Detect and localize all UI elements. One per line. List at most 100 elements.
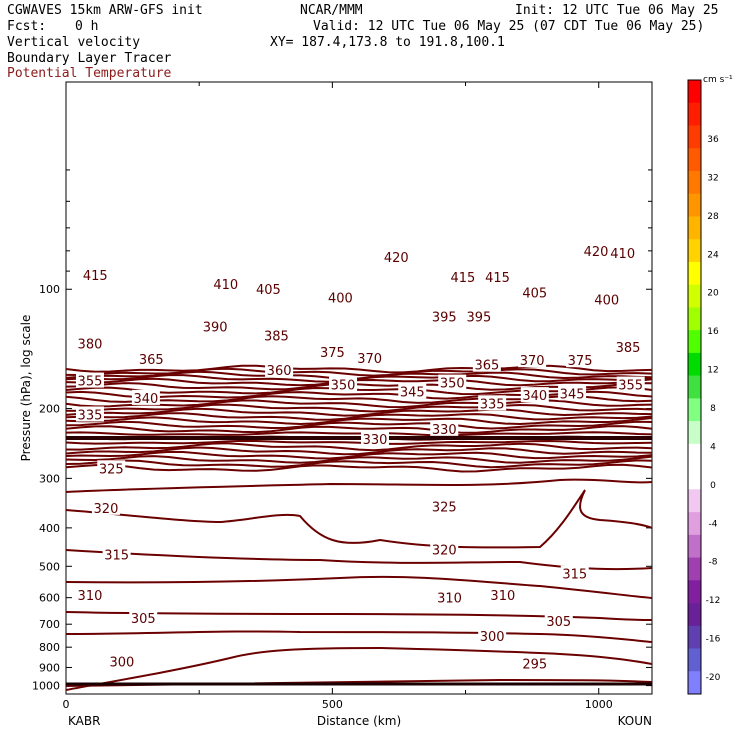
contour-label-bg xyxy=(430,498,459,514)
contour-label-bg xyxy=(75,406,104,422)
contour-lines xyxy=(65,364,653,691)
contour-label-bg xyxy=(318,344,347,360)
contour-label-bg xyxy=(91,499,120,515)
right-endpoint-label: KOUN xyxy=(618,714,652,728)
contour-label: 405 xyxy=(256,283,281,298)
contour-label: 340 xyxy=(133,392,158,407)
contour-upper-4 xyxy=(65,377,653,387)
colorbar-tick-label: 4 xyxy=(710,442,716,452)
colorbar-tick-label: 12 xyxy=(707,366,718,376)
contour-label-bg xyxy=(616,376,645,392)
y-tick-label-400: 400 xyxy=(39,522,60,535)
colorbar-tick-label: -8 xyxy=(709,558,718,568)
contour-label: 365 xyxy=(474,359,499,374)
contour-label: 370 xyxy=(357,352,382,367)
contour-label-bg xyxy=(464,308,493,324)
contour-label-bg xyxy=(438,374,467,390)
contour-label-bg xyxy=(102,546,131,562)
valid-time: Valid: 12 UTC Tue 06 May 25 (07 CDT Tue … xyxy=(313,19,705,34)
contour-label-bg xyxy=(614,339,643,355)
contour-label: 350 xyxy=(331,379,356,394)
y-tick-label-500: 500 xyxy=(39,560,60,573)
org-label: NCAR/MMM xyxy=(300,3,363,18)
contour-upper-3 xyxy=(65,374,653,383)
contour-label-bg xyxy=(472,356,501,372)
contour-label-bg xyxy=(75,586,104,602)
y-tick-label-300: 300 xyxy=(39,472,60,485)
contour-label: 385 xyxy=(616,341,641,356)
contour-label-bg xyxy=(360,431,389,447)
contour-label: 315 xyxy=(104,549,129,564)
y-tick-label-600: 600 xyxy=(39,592,60,605)
contour-label: 325 xyxy=(432,500,457,515)
colorbar-tick-label: -12 xyxy=(706,596,721,606)
contour-label-bg xyxy=(201,318,230,334)
contour-upper-1 xyxy=(65,367,653,377)
colorbar-cell xyxy=(688,443,701,467)
colorbar-cell xyxy=(688,648,701,672)
contour-label-bg xyxy=(81,266,110,282)
colorbar-tick-label: 28 xyxy=(707,212,719,222)
colorbar-tick-label: 20 xyxy=(707,289,719,299)
contour-label: 360 xyxy=(267,364,292,379)
contour-label: 300 xyxy=(110,656,135,671)
contour-label-bg xyxy=(560,565,589,581)
contour-upper-18 xyxy=(65,439,653,445)
model-title: CGWAVES 15km ARW-GFS init xyxy=(7,3,203,18)
contour-label-bg xyxy=(355,349,384,365)
init-time: Init: 12 UTC Tue 06 May 25 xyxy=(515,3,719,18)
contour-label: 310 xyxy=(490,589,515,604)
colorbar-cell xyxy=(688,352,701,376)
colorbar-cell xyxy=(688,489,701,513)
contour-label: 400 xyxy=(594,293,619,308)
contour-label-bg xyxy=(254,281,283,297)
y-tick-label-200: 200 xyxy=(39,403,60,416)
y-tick-label-100: 100 xyxy=(39,283,60,296)
contour-label: 335 xyxy=(480,397,505,412)
contour-label: 420 xyxy=(384,251,409,266)
contour-label-bg xyxy=(435,589,464,605)
x-tick-label-0: 0 xyxy=(63,698,70,711)
colorbar-tick-label: 0 xyxy=(710,481,716,491)
contour-305 xyxy=(65,630,653,643)
contour-upper-15 xyxy=(65,425,653,434)
contour-upper-7 xyxy=(65,390,653,400)
contour-label: 320 xyxy=(432,543,457,558)
contour-label-bg xyxy=(129,609,158,625)
contour-label-bg xyxy=(448,268,477,284)
contour-upper-23 xyxy=(65,459,653,469)
contour-label: 295 xyxy=(522,658,547,673)
colorbar-cell xyxy=(688,580,701,604)
colorbar-cell xyxy=(688,307,701,331)
colorbar-cell xyxy=(688,102,701,126)
contour-label-bg xyxy=(107,653,136,669)
contour-label-bg xyxy=(483,268,512,284)
contour-label: 405 xyxy=(522,287,547,302)
contour-label: 395 xyxy=(432,310,457,325)
contour-label-bg xyxy=(97,460,126,476)
contour-label-bg xyxy=(582,242,611,258)
contour-label: 415 xyxy=(485,271,510,286)
colorbar-cell xyxy=(688,239,701,263)
contour-label: 410 xyxy=(610,247,635,262)
contour-upper-9 xyxy=(65,399,653,409)
y-axis: 100 200 300 400 500 600 700 800 900 1000 xyxy=(32,169,652,693)
contour-label: 395 xyxy=(466,310,491,325)
colorbar-tick-label: 16 xyxy=(707,327,719,337)
colorbar-cell xyxy=(688,421,701,445)
contour-300 xyxy=(65,646,653,691)
contour-upper-14 xyxy=(65,420,653,430)
plot-frame xyxy=(65,81,653,695)
contour-label: 345 xyxy=(400,385,425,400)
contour-label-bg xyxy=(262,327,291,343)
colorbar-cell xyxy=(688,284,701,308)
contour-label-bg xyxy=(488,586,517,602)
colorbar-cell xyxy=(688,603,701,627)
contour-label: 325 xyxy=(99,462,124,477)
contour-label-bg xyxy=(75,372,104,388)
field-boundary-layer-tracer: Boundary Layer Tracer xyxy=(7,51,172,66)
contour-label: 370 xyxy=(520,354,545,369)
colorbar-cell xyxy=(688,170,701,195)
colorbar-tick-label: 8 xyxy=(710,404,716,414)
